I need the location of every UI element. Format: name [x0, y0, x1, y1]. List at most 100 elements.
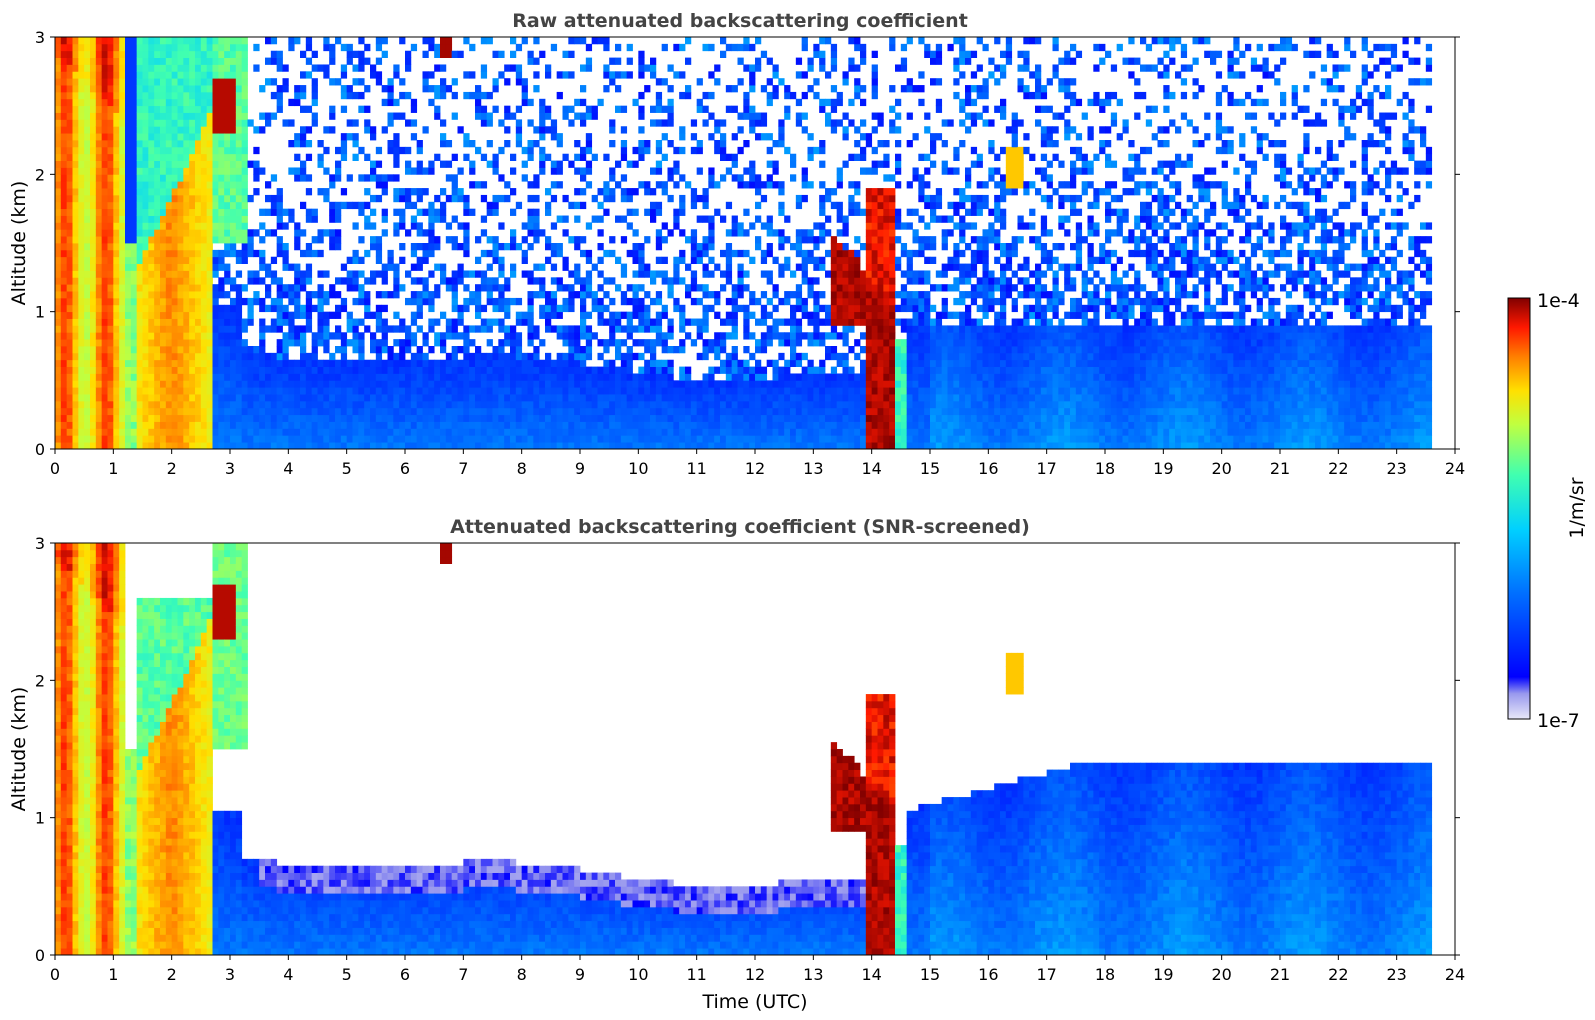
heatmap-cell [230, 318, 237, 326]
heatmap-cell [696, 140, 703, 148]
heatmap-cell [136, 442, 143, 450]
heatmap-cell [235, 325, 243, 333]
heatmap-cell [125, 270, 132, 278]
heatmap-cell [142, 153, 149, 161]
heatmap-cell [428, 380, 435, 388]
heatmap-cell [142, 194, 149, 203]
heatmap-cell [428, 428, 435, 436]
heatmap-cell [72, 263, 79, 271]
heatmap-cell [650, 387, 657, 395]
heatmap-cell [591, 421, 598, 429]
heatmap-cell [171, 50, 178, 58]
heatmap-cell [743, 318, 750, 326]
heatmap-cell [84, 414, 91, 422]
heatmap-cell [603, 85, 610, 93]
heatmap-cell [498, 400, 505, 409]
heatmap-cell [766, 435, 773, 443]
heatmap-cell [434, 153, 441, 161]
heatmap-cell [130, 359, 138, 367]
heatmap-cell [521, 256, 528, 264]
heatmap-cell [270, 421, 278, 429]
heatmap-cell [580, 380, 587, 388]
heatmap-cell [615, 380, 622, 388]
heatmap-cell [335, 359, 342, 367]
heatmap-cell [66, 400, 73, 409]
heatmap-cell [364, 407, 371, 416]
heatmap-cell [195, 318, 202, 326]
heatmap-cell [171, 37, 178, 45]
heatmap-cell [241, 400, 248, 409]
heatmap-cell [165, 318, 173, 326]
heatmap-cell [370, 380, 377, 388]
heatmap-cell [212, 181, 219, 189]
heatmap-cell [329, 428, 336, 436]
heatmap-cell [340, 394, 348, 402]
heatmap-cell [725, 373, 733, 381]
heatmap-cell [440, 421, 447, 429]
heatmap-cell [375, 318, 383, 326]
heatmap-cell [352, 153, 359, 161]
heatmap-cell [469, 400, 476, 409]
heatmap-cell [725, 43, 733, 52]
heatmap-cell [183, 297, 190, 306]
heatmap-cell [679, 366, 686, 374]
heatmap-cell [795, 236, 803, 244]
heatmap-cell [743, 380, 750, 388]
heatmap-cell [165, 311, 173, 319]
heatmap-cell [247, 359, 254, 367]
heatmap-cell [107, 229, 114, 237]
heatmap-cell [410, 400, 418, 409]
heatmap-cell [113, 201, 120, 210]
heatmap-cell [492, 153, 499, 161]
heatmap-cell [136, 208, 143, 216]
heatmap-cell [790, 435, 797, 443]
heatmap-cell [72, 352, 79, 361]
heatmap-cell [148, 85, 155, 93]
heatmap-cell [451, 414, 458, 422]
heatmap-cell [72, 304, 79, 313]
heatmap-cell [504, 428, 511, 436]
heatmap-cell [358, 346, 365, 354]
heatmap-cell [55, 188, 62, 196]
heatmap-cell [591, 37, 598, 45]
heatmap-cell [218, 311, 225, 319]
heatmap-cell [230, 359, 237, 367]
heatmap-cell [795, 373, 803, 381]
heatmap-cell [527, 311, 534, 319]
heatmap-cell [212, 442, 219, 450]
heatmap-cell [346, 421, 353, 429]
heatmap-cell [113, 297, 120, 306]
heatmap-cell [696, 414, 703, 422]
heatmap-cell [795, 325, 803, 333]
heatmap-cell [107, 359, 114, 367]
heatmap-cell [335, 229, 342, 237]
heatmap-cell [206, 284, 213, 292]
heatmap-cell [95, 421, 103, 429]
heatmap-cell [90, 421, 97, 429]
heatmap-cell [469, 71, 476, 79]
heatmap-cell [422, 256, 429, 264]
heatmap-cell [195, 373, 202, 381]
heatmap-cell [60, 222, 68, 230]
heatmap-cell [708, 256, 715, 264]
heatmap-cell [731, 325, 738, 333]
heatmap-cell [165, 215, 173, 223]
heatmap-cell [539, 421, 546, 429]
heatmap-cell [276, 339, 283, 347]
heatmap-cell [230, 50, 237, 58]
heatmap-cell [72, 332, 79, 340]
heatmap-cell [113, 407, 120, 416]
heatmap-cell [434, 194, 441, 203]
heatmap-cell [171, 380, 178, 388]
heatmap-cell [230, 407, 237, 416]
heatmap-cell [609, 373, 616, 381]
heatmap-cell [84, 263, 91, 271]
heatmap-cell [84, 318, 91, 326]
heatmap-cell [661, 311, 668, 319]
heatmap-cell [55, 174, 62, 182]
heatmap-cell [171, 140, 178, 148]
heatmap-cell [142, 57, 149, 65]
heatmap-cell [294, 229, 301, 237]
heatmap-cell [585, 373, 593, 381]
heatmap-cell [218, 236, 225, 244]
